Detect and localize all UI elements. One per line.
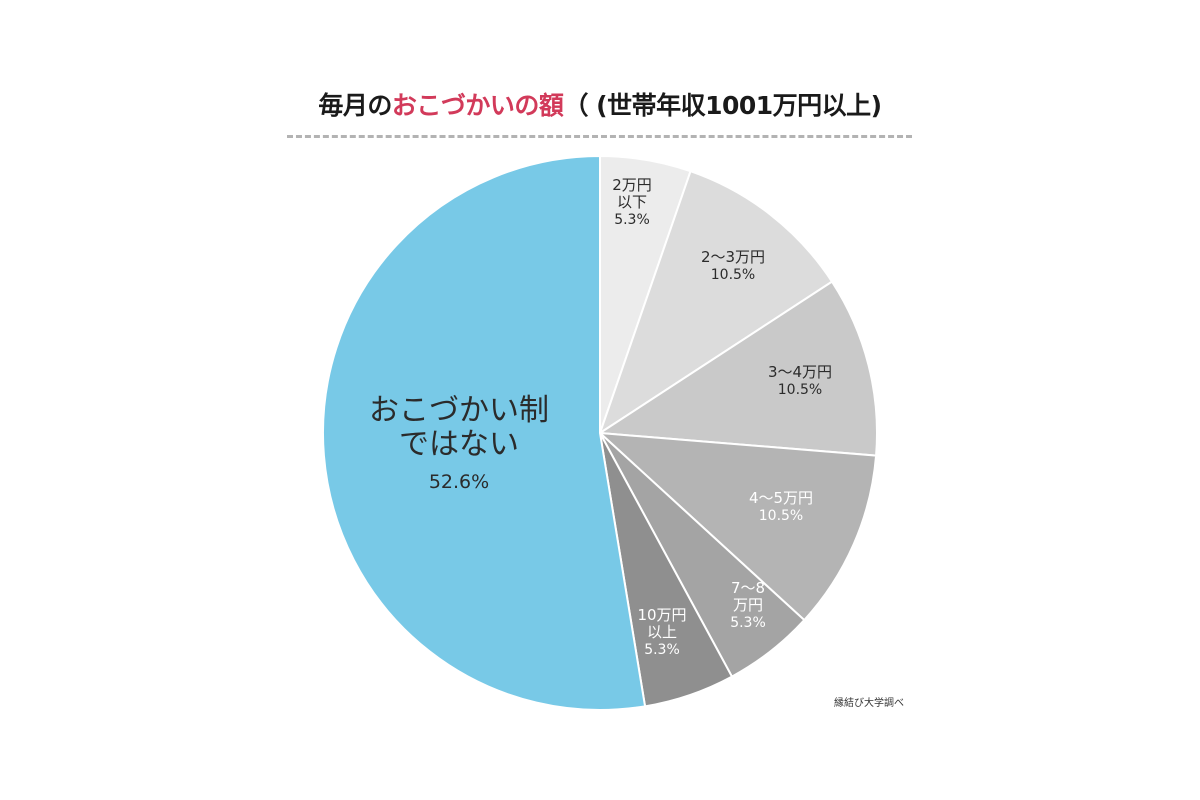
- pie-slice-2: [598, 169, 834, 436]
- pie-slice-3: [597, 280, 878, 457]
- slice-label-7-line-1: おこづかい制: [369, 393, 549, 428]
- slice-percent-label-1: 5.3%: [614, 212, 650, 228]
- chart-title-suffix: （ (世帯年収1001万円以上): [563, 91, 882, 120]
- chart-title-prefix: 毎月の: [318, 91, 392, 120]
- slice-percent-label-3: 10.5%: [778, 382, 822, 398]
- slice-label-5-line-2: 万円: [733, 596, 763, 614]
- pie-slice-4: [597, 431, 878, 622]
- slice-label-1-line-1: 2万円: [612, 176, 652, 194]
- slice-percent-label-4: 10.5%: [759, 508, 803, 524]
- slice-label-6-line-2: 以上: [647, 623, 677, 641]
- chart-title-highlight: おこづかいの額: [391, 91, 564, 120]
- slice-percent-label-6: 5.3%: [644, 642, 680, 658]
- slice-label-7-line-2: ではない: [399, 427, 519, 462]
- slice-percent-label-5: 5.3%: [730, 615, 766, 631]
- slice-label-2-line-1: 2〜3万円: [701, 248, 765, 266]
- source-note: 縁結び大学調べ: [834, 698, 904, 709]
- slice-label-4-line-1: 4〜5万円: [749, 489, 813, 507]
- chart-title: 毎月のおこづかいの額（ (世帯年収1001万円以上): [0, 86, 1200, 122]
- pie-slice-7: [321, 154, 647, 711]
- slice-label-1-line-2: 以下: [617, 193, 647, 211]
- slice-label-5-line-1: 7〜8: [731, 579, 765, 597]
- title-divider: [287, 135, 912, 138]
- slice-percent-label-7: 52.6%: [429, 471, 489, 493]
- slice-label-3-line-1: 3〜4万円: [768, 363, 832, 381]
- slice-percent-label-2: 10.5%: [711, 267, 755, 283]
- slice-label-6-line-1: 10万円: [637, 606, 686, 624]
